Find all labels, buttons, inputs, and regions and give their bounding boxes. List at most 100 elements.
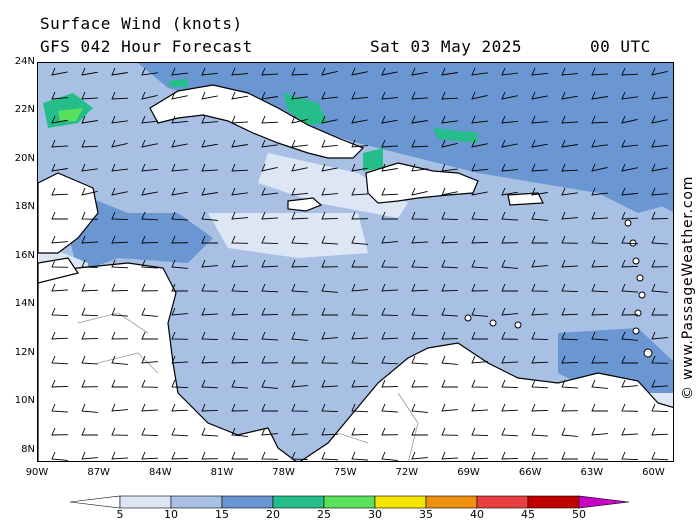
wind-barb xyxy=(381,187,399,196)
wind-barb xyxy=(231,259,249,268)
wind-barb xyxy=(111,67,128,76)
wind-barb xyxy=(51,451,68,461)
colorbar-label-40: 40 xyxy=(470,508,484,521)
lat-label-8N: 8N xyxy=(21,443,35,455)
wind-barb xyxy=(171,307,188,316)
wind-barb xyxy=(471,331,488,340)
wind-barb xyxy=(111,211,129,221)
wind-barb xyxy=(471,67,488,76)
wind-barb xyxy=(621,115,638,124)
wind-barb xyxy=(531,331,549,341)
wind-barb xyxy=(441,187,458,196)
country-borders xyxy=(77,312,419,461)
wind-barb xyxy=(441,211,459,221)
wind-barb xyxy=(561,211,578,220)
wind-barb xyxy=(261,139,278,148)
wind-barb xyxy=(291,451,309,461)
wind-barb xyxy=(171,427,189,437)
wind-barb xyxy=(51,91,68,100)
wind-barb xyxy=(201,403,219,412)
wind-barb xyxy=(201,307,219,316)
island-4 xyxy=(636,274,644,282)
wind-barb xyxy=(51,211,68,220)
wind-barb xyxy=(591,259,609,268)
lon-label-81W: 81W xyxy=(210,467,234,478)
wind-barb xyxy=(171,379,189,389)
wind-barb xyxy=(651,331,668,340)
island-bonaire xyxy=(514,321,522,329)
wind-barb xyxy=(291,283,309,293)
wind-barb xyxy=(201,115,218,124)
wind-barb xyxy=(621,403,639,412)
wind-barb xyxy=(561,115,579,124)
wind-barb xyxy=(441,283,459,292)
wind-barb xyxy=(171,235,189,244)
wind-barb xyxy=(441,91,459,100)
wind-barb xyxy=(201,331,219,341)
wind-barb xyxy=(201,355,219,364)
wind-barb xyxy=(381,331,399,340)
wind-barb xyxy=(231,427,248,437)
wind-barb xyxy=(651,163,668,172)
island-7 xyxy=(632,327,640,335)
wind-barb xyxy=(231,379,249,389)
wind-barb xyxy=(351,259,368,268)
wind-barb xyxy=(291,211,309,220)
wind-barb xyxy=(201,283,219,292)
colorbar-segment xyxy=(425,495,478,509)
wind-barb xyxy=(501,115,518,124)
wind-barb xyxy=(321,115,338,124)
wind-barb xyxy=(501,187,518,196)
wind-barb xyxy=(381,163,398,172)
wind-barb xyxy=(201,187,218,196)
wind-barb xyxy=(561,283,579,293)
wind-barb xyxy=(81,91,99,100)
wind-barb xyxy=(651,139,668,148)
colorbar-segment xyxy=(527,495,580,509)
wind-barb xyxy=(321,403,339,413)
wind-barb xyxy=(261,91,278,100)
border-4 xyxy=(337,432,369,444)
colorbar-segment xyxy=(221,495,274,509)
wind-barb xyxy=(501,163,518,172)
wind-speed-colorbar xyxy=(70,495,630,509)
wind-barb xyxy=(351,451,369,461)
wind-barb xyxy=(321,211,339,220)
wind-barb xyxy=(141,403,159,412)
lon-label-84W: 84W xyxy=(148,467,172,478)
wind-barb xyxy=(171,67,188,76)
wind-barb xyxy=(411,115,428,124)
wind-barb xyxy=(651,235,669,245)
colorbar-segment xyxy=(476,495,529,509)
wind-barb xyxy=(171,163,188,172)
wind-barb xyxy=(201,379,219,389)
wind-zone-5-10-jamaica xyxy=(208,213,368,258)
wind-barb xyxy=(531,259,548,268)
colorbar-label-20: 20 xyxy=(266,508,280,521)
wind-barb xyxy=(321,139,338,148)
colorbar-segment xyxy=(170,495,223,509)
wind-barb xyxy=(141,259,159,269)
wind-zone-25-30-gulf xyxy=(58,108,83,121)
lat-label-20N: 20N xyxy=(14,152,35,164)
island-8 xyxy=(643,348,653,358)
lon-label-63W: 63W xyxy=(580,467,604,478)
wind-zone-15-20-yucatan xyxy=(68,193,213,273)
wind-barb xyxy=(231,211,248,220)
wind-zone-20-25-windward-passage xyxy=(363,148,383,171)
wind-barb xyxy=(261,427,278,436)
colorbar-segment xyxy=(323,495,376,509)
wind-barb xyxy=(411,211,429,220)
wind-barb xyxy=(351,139,368,148)
wind-barb xyxy=(411,403,428,413)
colorbar-label-10: 10 xyxy=(164,508,178,521)
wind-barb xyxy=(291,163,308,172)
wind-barb xyxy=(621,211,639,220)
wind-barb xyxy=(321,451,339,461)
wind-barb xyxy=(141,67,158,76)
wind-barb xyxy=(291,379,308,388)
wind-barb xyxy=(141,379,159,388)
wind-barb xyxy=(591,355,609,364)
wind-barb xyxy=(531,379,549,389)
wind-barb xyxy=(81,379,99,388)
